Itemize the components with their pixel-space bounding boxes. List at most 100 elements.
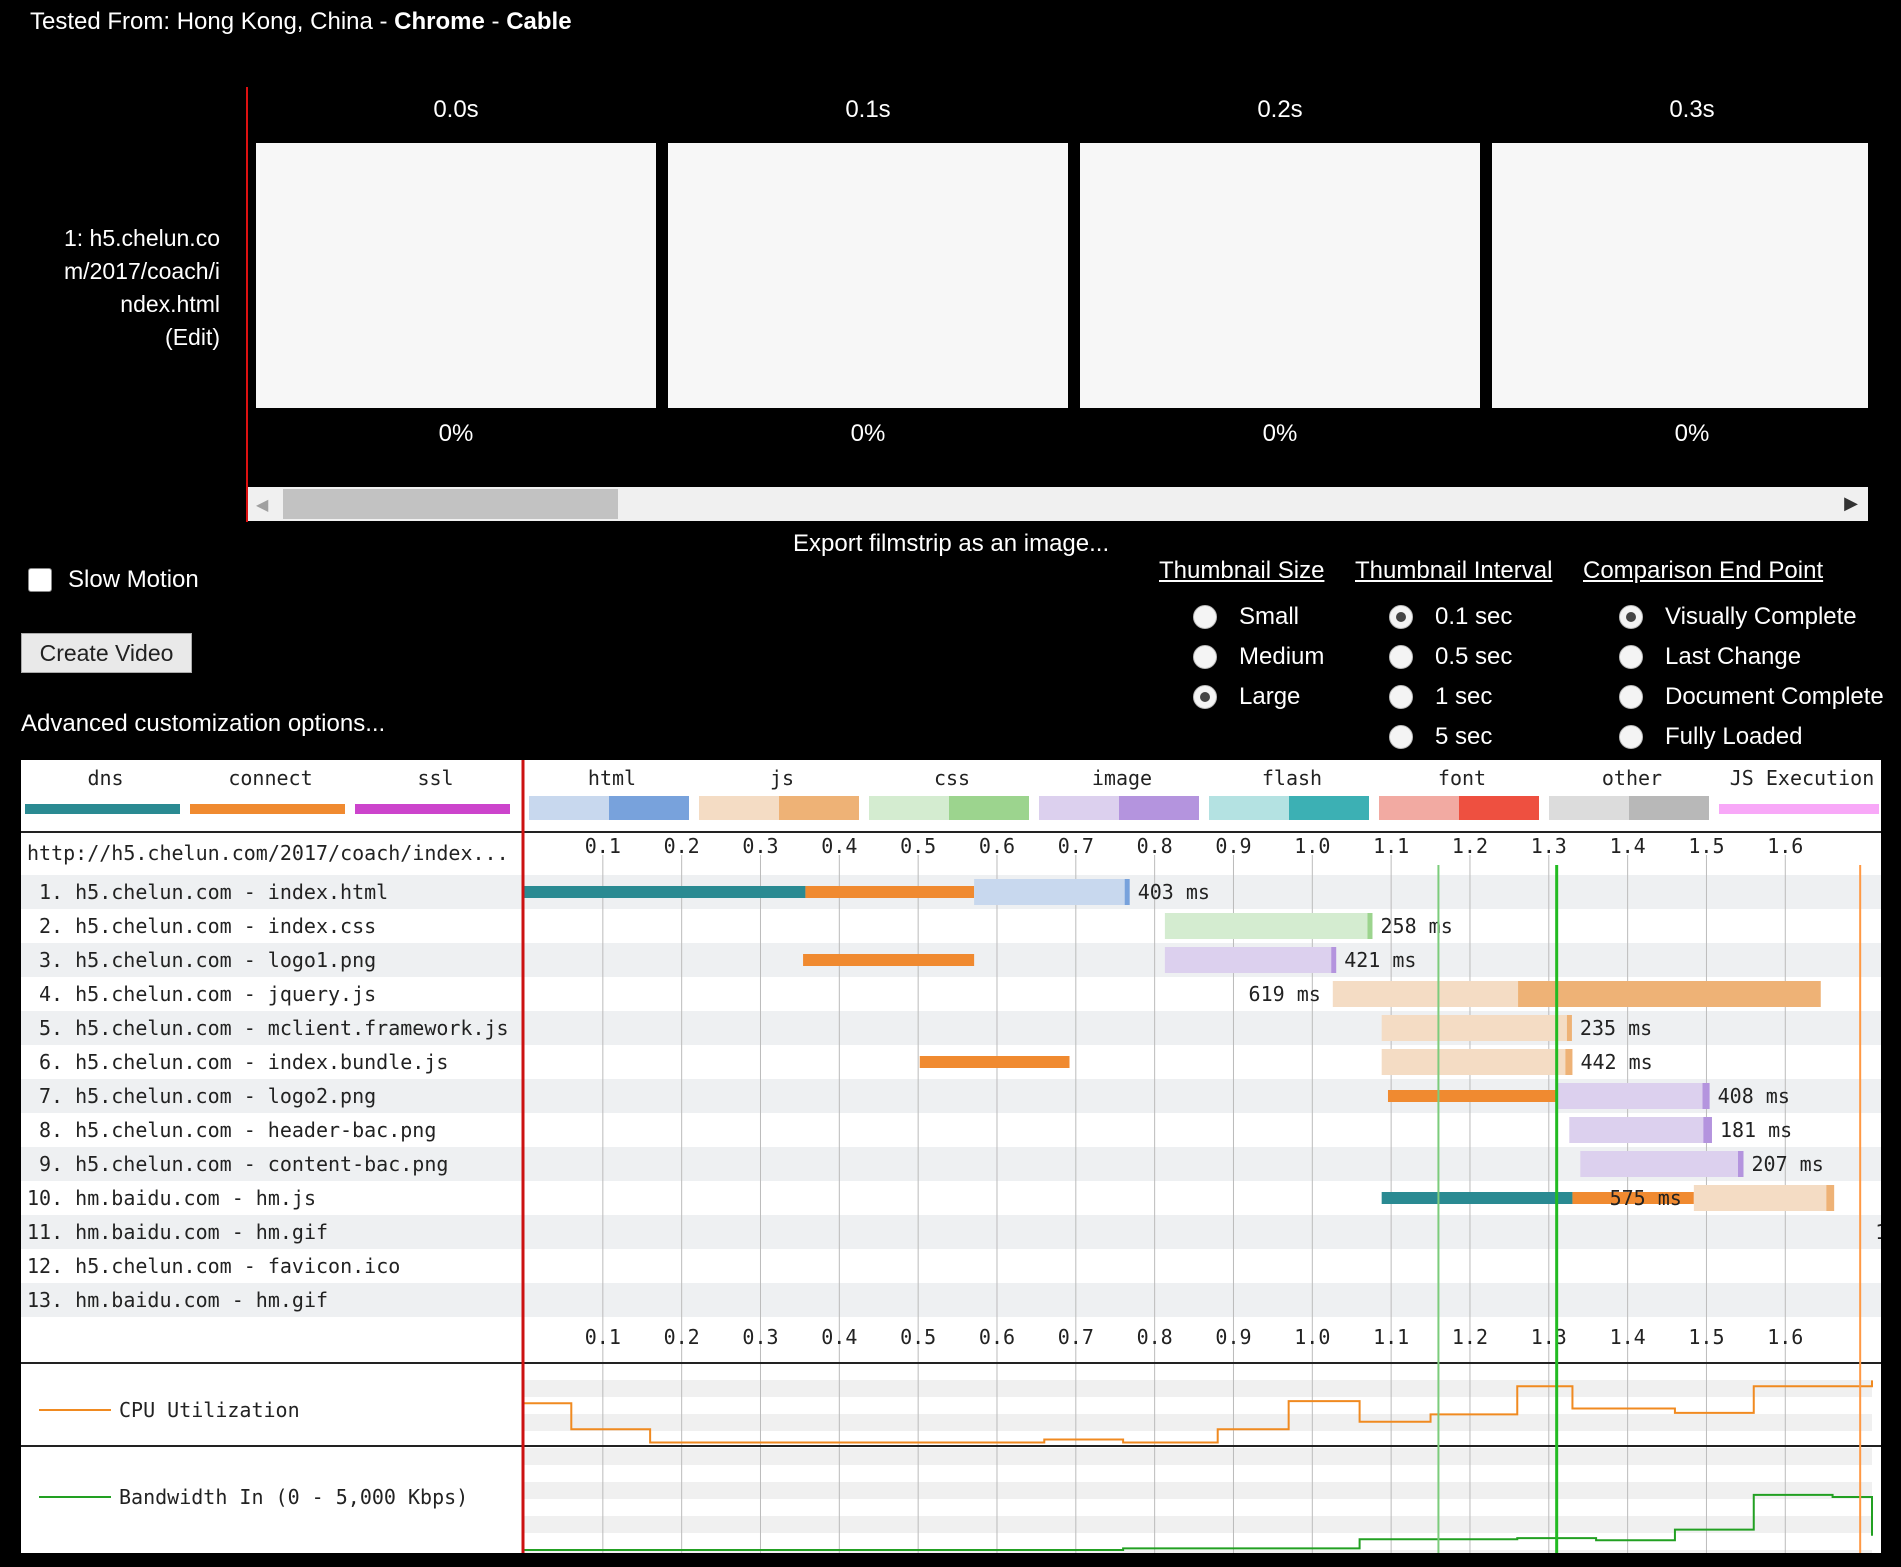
scroll-right-arrow-icon[interactable]: ▶ [1844,493,1858,513]
bar-segment-ttfb [1381,1049,1566,1075]
interval-0-1-option[interactable]: 0.1 sec [1389,597,1512,637]
x-tick-label-bottom: 0.8 [1137,1325,1173,1349]
row-background [21,1215,1881,1249]
x-tick-label-top: 0.6 [979,834,1015,858]
slow-motion-checkbox[interactable] [28,568,52,592]
scroll-left-arrow-icon[interactable]: ◀ [256,497,269,514]
filmstrip-frame[interactable] [256,143,656,408]
radio-button[interactable] [1193,605,1217,629]
legend-swatch-image-dark [1119,796,1199,820]
advanced-options-link[interactable]: Advanced customization options... [21,710,386,737]
bar-segment-dns [524,886,806,898]
end-last-change-option[interactable]: Last Change [1619,637,1884,677]
size-large-option[interactable]: Large [1193,677,1324,717]
graph-band [524,1516,1872,1533]
x-tick-label-bottom: 0.1 [585,1325,621,1349]
interval-0-5-option[interactable]: 0.5 sec [1389,637,1512,677]
comparison-end-heading[interactable]: Comparison End Point [1583,557,1824,584]
frame-time-label: 0.2s [1257,96,1303,123]
legend-swatch-connect [190,804,345,814]
scrollbar-thumb[interactable] [283,489,618,519]
radio-button[interactable] [1619,725,1643,749]
filmstrip-frame[interactable] [1492,143,1868,408]
interval-1-option[interactable]: 1 sec [1389,677,1512,717]
graph-band [524,1448,1872,1465]
bar-segment-download [1331,947,1337,973]
thumbnail-size-heading[interactable]: Thumbnail Size [1159,557,1325,584]
radio-button[interactable] [1193,645,1217,669]
bar-segment-ttfb [1164,913,1368,939]
end-fully-loaded-option[interactable]: Fully Loaded [1619,717,1884,757]
radio-button-selected[interactable] [1619,605,1643,629]
option-label: Last Change [1665,643,1802,670]
x-tick-label-top: 0.9 [1215,834,1251,858]
end-visually-complete-option[interactable]: Visually Complete [1619,597,1884,637]
filmstrip-url-label[interactable]: 1: h5.chelun.co m/2017/coach/i ndex.html… [20,222,220,354]
x-tick-label-top: 1.1 [1373,834,1409,858]
option-label: 0.5 sec [1435,643,1513,670]
frame-time-label: 0.1s [845,96,891,123]
bar-segment-ttfb [1164,947,1332,973]
request-label: 10. hm.baidu.com - hm.js [27,1186,316,1210]
radio-button[interactable] [1619,645,1643,669]
request-label: 4. h5.chelun.com - jquery.js [39,982,376,1006]
legend-swatch-flash-light [1209,796,1289,820]
graph-band [524,1380,1872,1397]
x-tick-label-top: 0.1 [585,834,621,858]
request-duration-label: 207 ms [1752,1152,1824,1176]
frame-progress-label: 0% [1674,420,1710,447]
filmstrip-frame[interactable] [668,143,1068,408]
slow-motion-label: Slow Motion [68,566,199,593]
request-label: 7. h5.chelun.com - logo2.png [39,1084,376,1108]
export-filmstrip-link[interactable]: Export filmstrip as an image... [793,530,1110,557]
create-video-button[interactable]: Create Video [21,633,192,673]
request-label: 1. h5.chelun.com - index.html [39,880,388,904]
bandwidth-graph-label: Bandwidth In (0 - 5,000 Kbps) [119,1485,468,1509]
x-tick-label-top: 1.0 [1294,834,1330,858]
x-tick-label-bottom: 0.3 [742,1325,778,1349]
bar-segment-connect [1387,1090,1557,1102]
legend-label: JS Execution [1730,766,1875,790]
request-label: 2. h5.chelun.com - index.css [39,914,376,938]
radio-button[interactable] [1389,685,1413,709]
request-duration-label: 403 ms [1138,880,1210,904]
option-label: Large [1239,683,1301,710]
bar-segment-download [1565,1049,1573,1075]
size-medium-option[interactable]: Medium [1193,637,1324,677]
legend-label: html [588,766,636,790]
x-tick-label-top: 1.5 [1688,834,1724,858]
filmstrip-frame[interactable] [1080,143,1480,408]
x-tick-label-top: 1.4 [1610,834,1646,858]
slow-motion-option[interactable]: Slow Motion [28,566,199,594]
bar-segment-ttfb [1580,1151,1738,1177]
option-label: Medium [1239,643,1325,670]
radio-button-selected[interactable] [1193,685,1217,709]
filmstrip-scrollbar[interactable]: ◀ ▶ [248,487,1868,521]
radio-button[interactable] [1619,685,1643,709]
frame-progress-label: 0% [1262,420,1298,447]
x-tick-label-bottom: 1.3 [1531,1325,1567,1349]
option-label: 1 sec [1435,683,1493,710]
x-tick-label-bottom: 0.4 [821,1325,857,1349]
legend-swatch-js-dark [779,796,859,820]
waterfall-svg: dns connect ssl html js css image flash font othe… [21,760,1901,1567]
edit-link[interactable]: (Edit) [165,324,220,350]
radio-button[interactable] [1389,645,1413,669]
x-tick-label-bottom: 0.2 [664,1325,700,1349]
radio-button-selected[interactable] [1389,605,1413,629]
end-document-complete-option[interactable]: Document Complete [1619,677,1884,717]
legend-swatch-dns [25,804,180,814]
legend-label: js [770,766,794,790]
legend-swatch-font-light [1379,796,1459,820]
legend-swatch-flash-dark [1289,796,1369,820]
size-small-option[interactable]: Small [1193,597,1324,637]
header-separator: - [484,8,507,35]
option-label: 5 sec [1435,723,1493,750]
request-label: 13. hm.baidu.com - hm.gif [27,1288,328,1312]
request-duration-label: 575 ms [1610,1186,1682,1210]
interval-5-option[interactable]: 5 sec [1389,717,1512,757]
url-label-line-1: 1: h5.chelun.co [63,225,220,251]
page-url-label: http://h5.chelun.com/2017/coach/index... [27,841,509,865]
radio-button[interactable] [1389,725,1413,749]
thumbnail-interval-heading[interactable]: Thumbnail Interval [1355,557,1553,584]
